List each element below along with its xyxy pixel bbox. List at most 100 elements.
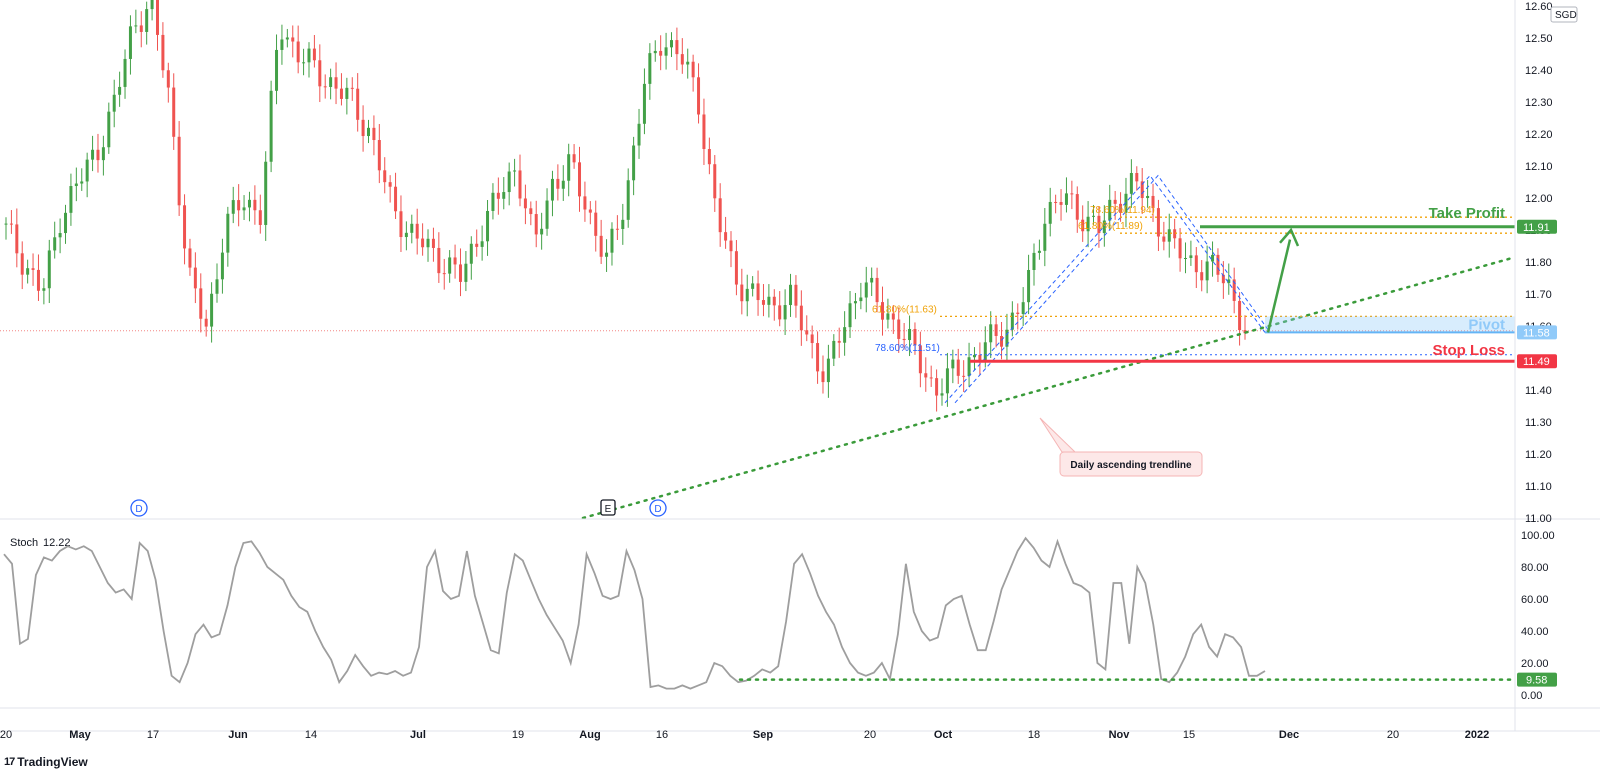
candle-body[interactable] [994, 324, 998, 336]
candle-body[interactable] [826, 358, 830, 383]
candle-body[interactable] [864, 282, 868, 298]
candle-body[interactable] [794, 284, 798, 306]
candle-body[interactable] [686, 61, 690, 65]
candle-body[interactable] [26, 268, 30, 275]
candle-body[interactable] [1054, 201, 1058, 203]
candle-body[interactable] [724, 232, 728, 241]
candle-body[interactable] [188, 248, 192, 268]
candle-body[interactable] [1037, 250, 1041, 253]
candle-body[interactable] [150, 0, 154, 10]
candle-body[interactable] [166, 70, 170, 88]
candle-body[interactable] [691, 61, 695, 78]
price-tag[interactable] [1517, 325, 1557, 340]
candle-body[interactable] [1183, 257, 1187, 259]
candle-body[interactable] [486, 210, 490, 242]
candle-body[interactable] [924, 373, 928, 378]
candle-body[interactable] [285, 37, 289, 40]
candle-body[interactable] [69, 186, 73, 213]
candle-body[interactable] [832, 340, 836, 359]
candle-body[interactable] [615, 228, 619, 230]
candle-body[interactable] [367, 127, 371, 137]
candle-body[interactable] [210, 293, 214, 327]
candle-body[interactable] [491, 192, 495, 211]
candle-body[interactable] [264, 161, 268, 225]
candle-body[interactable] [145, 9, 149, 32]
candle-body[interactable] [118, 86, 122, 95]
candle-body[interactable] [204, 318, 208, 327]
candle-body[interactable] [1221, 274, 1225, 284]
candle-body[interactable] [772, 296, 776, 306]
candle-body[interactable] [356, 88, 360, 120]
candle-body[interactable] [269, 90, 273, 162]
candle-body[interactable] [599, 235, 603, 257]
candle-body[interactable] [1205, 261, 1209, 281]
candle-body[interactable] [1211, 254, 1215, 262]
candle-body[interactable] [1151, 195, 1155, 209]
candle-body[interactable] [64, 212, 68, 234]
candle-body[interactable] [567, 154, 571, 181]
candle-body[interactable] [713, 164, 717, 199]
candle-body[interactable] [361, 119, 365, 137]
candle-body[interactable] [74, 183, 78, 187]
candle-body[interactable] [913, 328, 917, 346]
candle-body[interactable] [231, 200, 235, 214]
candle-body[interactable] [334, 77, 338, 89]
candle-body[interactable] [1043, 223, 1047, 251]
candle-body[interactable] [989, 324, 993, 343]
candle-body[interactable] [556, 178, 560, 189]
candle-body[interactable] [502, 192, 506, 199]
candle-body[interactable] [345, 87, 349, 99]
candle-body[interactable] [1162, 236, 1166, 242]
candle-body[interactable] [275, 49, 279, 91]
candle-body[interactable] [945, 368, 949, 394]
dividend-marker-icon[interactable] [649, 499, 667, 517]
candle-body[interactable] [1070, 193, 1074, 195]
candle-body[interactable] [1216, 254, 1220, 275]
candle-body[interactable] [1129, 172, 1133, 194]
trendline-annotation-box[interactable] [1059, 451, 1203, 477]
candle-body[interactable] [805, 330, 809, 335]
candle-body[interactable] [561, 180, 565, 189]
candle-body[interactable] [258, 210, 262, 225]
candle-body[interactable] [307, 48, 311, 63]
candle-body[interactable] [372, 127, 376, 141]
candle-body[interactable] [183, 205, 187, 249]
candle-body[interactable] [821, 371, 825, 383]
earnings-marker-icon[interactable] [600, 499, 616, 516]
pivot-zone[interactable] [1265, 316, 1515, 333]
candle-body[interactable] [1010, 312, 1014, 330]
candle-body[interactable] [967, 357, 971, 377]
candle-body[interactable] [1097, 215, 1101, 234]
candle-body[interactable] [626, 180, 630, 220]
candle-body[interactable] [123, 58, 127, 87]
candle-body[interactable] [859, 297, 863, 302]
candle-body[interactable] [480, 241, 484, 247]
candle-body[interactable] [918, 345, 922, 374]
candle-body[interactable] [302, 62, 306, 64]
candle-body[interactable] [31, 268, 35, 270]
candle-body[interactable] [507, 171, 511, 193]
candle-body[interactable] [697, 77, 701, 115]
candle-body[interactable] [1059, 202, 1063, 205]
candle-body[interactable] [978, 354, 982, 361]
candle-body[interactable] [1135, 172, 1139, 182]
candle-body[interactable] [648, 53, 652, 84]
candle-body[interactable] [1081, 219, 1085, 232]
candle-body[interactable] [610, 228, 614, 253]
candle-body[interactable] [653, 50, 657, 54]
candle-body[interactable] [940, 393, 944, 396]
dividend-marker-icon[interactable] [130, 499, 148, 517]
candle-body[interactable] [756, 283, 760, 301]
candle-body[interactable] [377, 140, 381, 171]
candle-body[interactable] [410, 223, 414, 233]
candle-body[interactable] [458, 264, 462, 282]
candle-body[interactable] [220, 252, 224, 280]
candle-body[interactable] [1178, 238, 1182, 259]
candle-body[interactable] [578, 162, 582, 197]
candle-body[interactable] [632, 145, 636, 181]
candle-body[interactable] [734, 251, 738, 285]
price-tag[interactable] [1517, 219, 1557, 234]
candle-body[interactable] [880, 302, 884, 320]
candle-body[interactable] [518, 170, 522, 199]
